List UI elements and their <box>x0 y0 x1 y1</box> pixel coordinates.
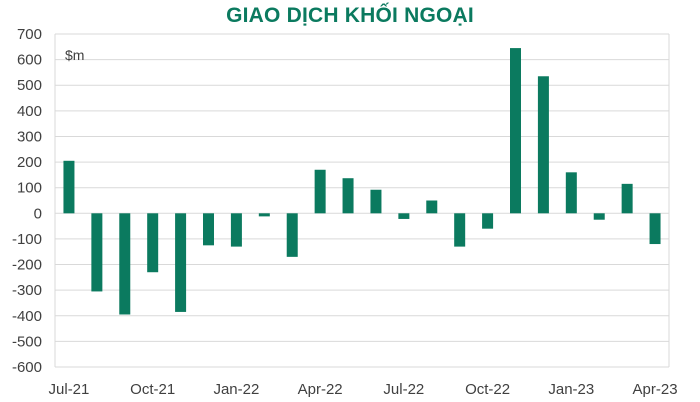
bar-feb-23 <box>593 213 605 220</box>
y-tick-label: -200 <box>12 257 42 274</box>
bar-mar-22 <box>286 213 298 257</box>
y-tick-label: 400 <box>17 103 42 120</box>
chart-title: GIAO DỊCH KHỐI NGOẠI <box>226 4 474 27</box>
y-tick-label: 0 <box>34 205 42 222</box>
y-tick-label: 500 <box>17 77 42 94</box>
y-tick-label: 700 <box>17 26 42 43</box>
y-tick-label: 200 <box>17 154 42 171</box>
y-axis-tick-labels: 700 600 500 400 300 200 100 0 -100 -200 -300 -400 -5… <box>12 26 42 376</box>
bar-jul-22 <box>398 213 410 219</box>
y-tick-label: 300 <box>17 128 42 145</box>
bar-aug-22 <box>426 200 438 214</box>
bar-sep-22 <box>454 213 466 247</box>
bar-jan-23 <box>565 172 577 214</box>
x-tick-label: Jul-22 <box>383 381 424 398</box>
gridlines <box>54 33 670 368</box>
bar-oct-21 <box>147 213 159 273</box>
x-tick-label: Apr-22 <box>298 381 343 398</box>
bar-aug-21 <box>91 213 103 292</box>
y-tick-label: -500 <box>12 333 42 350</box>
bar-dec-22 <box>537 76 549 214</box>
y-tick-label: 600 <box>17 52 42 69</box>
y-tick-label: -300 <box>12 282 42 299</box>
bar-mar-23 <box>621 183 633 214</box>
bar-sep-21 <box>119 213 131 315</box>
bar-jun-22 <box>370 189 382 214</box>
bar-dec-21 <box>203 213 214 246</box>
bar-may-22 <box>342 178 354 214</box>
x-tick-label: Oct-21 <box>130 381 175 398</box>
bar-feb-22 <box>258 213 270 217</box>
bar-apr-22 <box>314 169 326 214</box>
y-tick-label: -600 <box>12 359 42 376</box>
unit-label: $m <box>65 47 84 63</box>
bar-apr-23 <box>649 213 661 245</box>
x-tick-label: Jan-22 <box>213 381 259 398</box>
bars <box>63 48 661 315</box>
y-tick-label: 100 <box>17 180 42 197</box>
bar-oct-22 <box>482 213 494 229</box>
bar-jan-22 <box>230 213 242 247</box>
bar-nov-22 <box>510 48 521 214</box>
x-axis-tick-labels: Jul-21 Oct-21 Jan-22 Apr-22 Jul-22 Oct-22 Jan-… <box>49 381 678 398</box>
y-tick-label: -100 <box>12 231 42 248</box>
x-tick-label: Jul-21 <box>49 381 90 398</box>
bar-jul-21 <box>63 160 75 214</box>
x-tick-label: Jan-23 <box>548 381 594 398</box>
bar-nov-21 <box>175 213 187 312</box>
y-tick-label: -400 <box>12 308 42 325</box>
x-tick-label: Oct-22 <box>465 381 510 398</box>
x-tick-label: Apr-23 <box>633 381 678 398</box>
